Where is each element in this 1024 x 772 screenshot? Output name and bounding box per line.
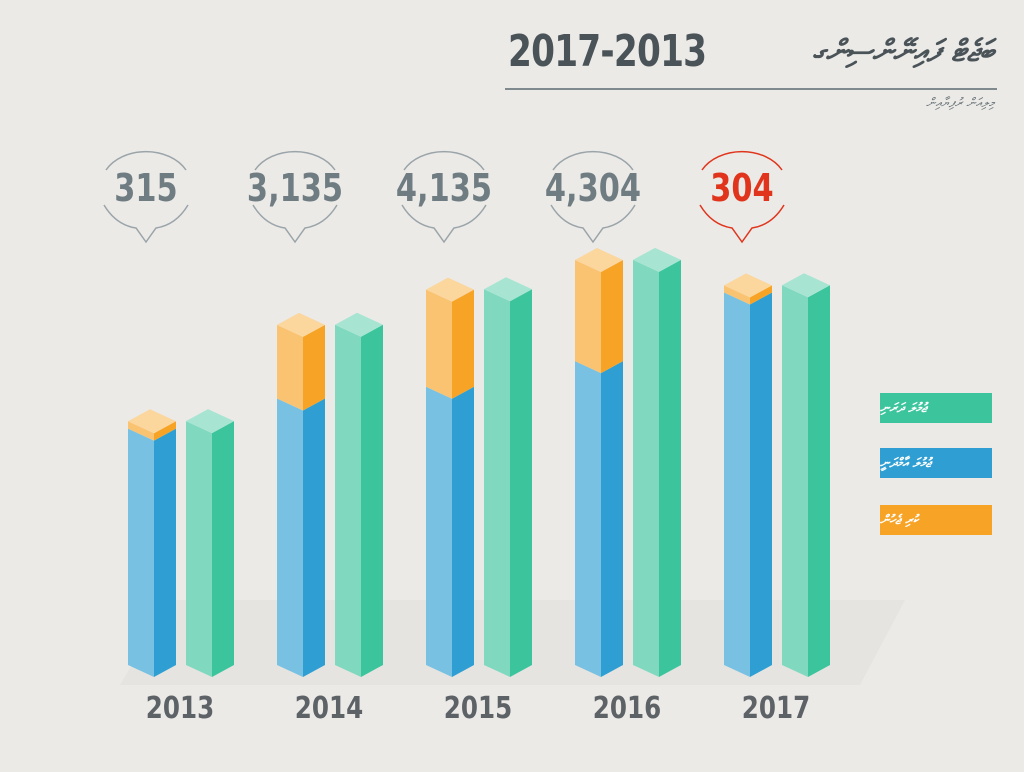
bar-revenue-2017-front xyxy=(724,293,750,677)
bar-revenue-2016-front xyxy=(575,361,601,677)
legend-item-total-revenue: ޖުމުލަ އާމްދަނީ xyxy=(880,448,992,478)
bar-deficit-2015-front xyxy=(426,290,452,399)
bar-deficit-2016-side xyxy=(601,260,623,373)
chart-subtitle: މިލިއަން ރުފިޔާއިން xyxy=(926,96,994,111)
chart-svg: 2013 315 2014 3,135 2015 4,135 2016 4,304 2017 30… xyxy=(0,0,1024,772)
chart-title: ބަޖެޓް ފައިނޭންސިންގ xyxy=(812,34,994,69)
year-label-2016: 2016 xyxy=(593,692,661,726)
bar-debt-2015-side xyxy=(510,289,532,677)
year-label-2013: 2013 xyxy=(146,692,214,726)
bar-revenue-2013-side xyxy=(154,429,176,677)
chart-title-years: 2017-2013 xyxy=(508,26,706,77)
year-label-2015: 2015 xyxy=(444,692,512,726)
year-label-2017: 2017 xyxy=(742,692,810,726)
bar-debt-2016-side xyxy=(659,260,681,677)
callout-value-2016: 4,304 xyxy=(545,167,641,211)
bar-revenue-2014-front xyxy=(277,399,303,677)
bar-revenue-2013-front xyxy=(128,429,154,677)
bar-debt-2014-front xyxy=(335,325,361,677)
callout-value-2014: 3,135 xyxy=(247,167,343,211)
year-label-2014: 2014 xyxy=(295,692,363,726)
bar-debt-2013-front xyxy=(186,421,212,677)
bar-revenue-2014-side xyxy=(303,399,325,677)
bar-deficit-2015-side xyxy=(452,290,474,399)
title-underline xyxy=(505,88,997,90)
bar-revenue-2017-side xyxy=(750,293,772,677)
callout-value-2017: 304 xyxy=(710,167,773,211)
bar-deficit-2014-front xyxy=(277,325,303,411)
callout-value-2013: 315 xyxy=(114,167,177,211)
legend-item-deficit: ކުރި ޖެހުން xyxy=(880,505,992,535)
callout-value-2015: 4,135 xyxy=(396,167,492,211)
bar-debt-2017-side xyxy=(808,285,830,677)
legend-item-total-debt: ޖުމުލަ ދަރަނި xyxy=(880,393,992,423)
bar-deficit-2016-front xyxy=(575,260,601,373)
bar-debt-2013-side xyxy=(212,421,234,677)
bar-revenue-2015-side xyxy=(452,387,474,677)
bar-debt-2017-front xyxy=(782,285,808,677)
bar-revenue-2015-front xyxy=(426,387,452,677)
bar-debt-2014-side xyxy=(361,325,383,677)
bar-deficit-2014-side xyxy=(303,325,325,411)
bar-debt-2016-front xyxy=(633,260,659,677)
bar-revenue-2016-side xyxy=(601,361,623,677)
bar-debt-2015-front xyxy=(484,289,510,677)
